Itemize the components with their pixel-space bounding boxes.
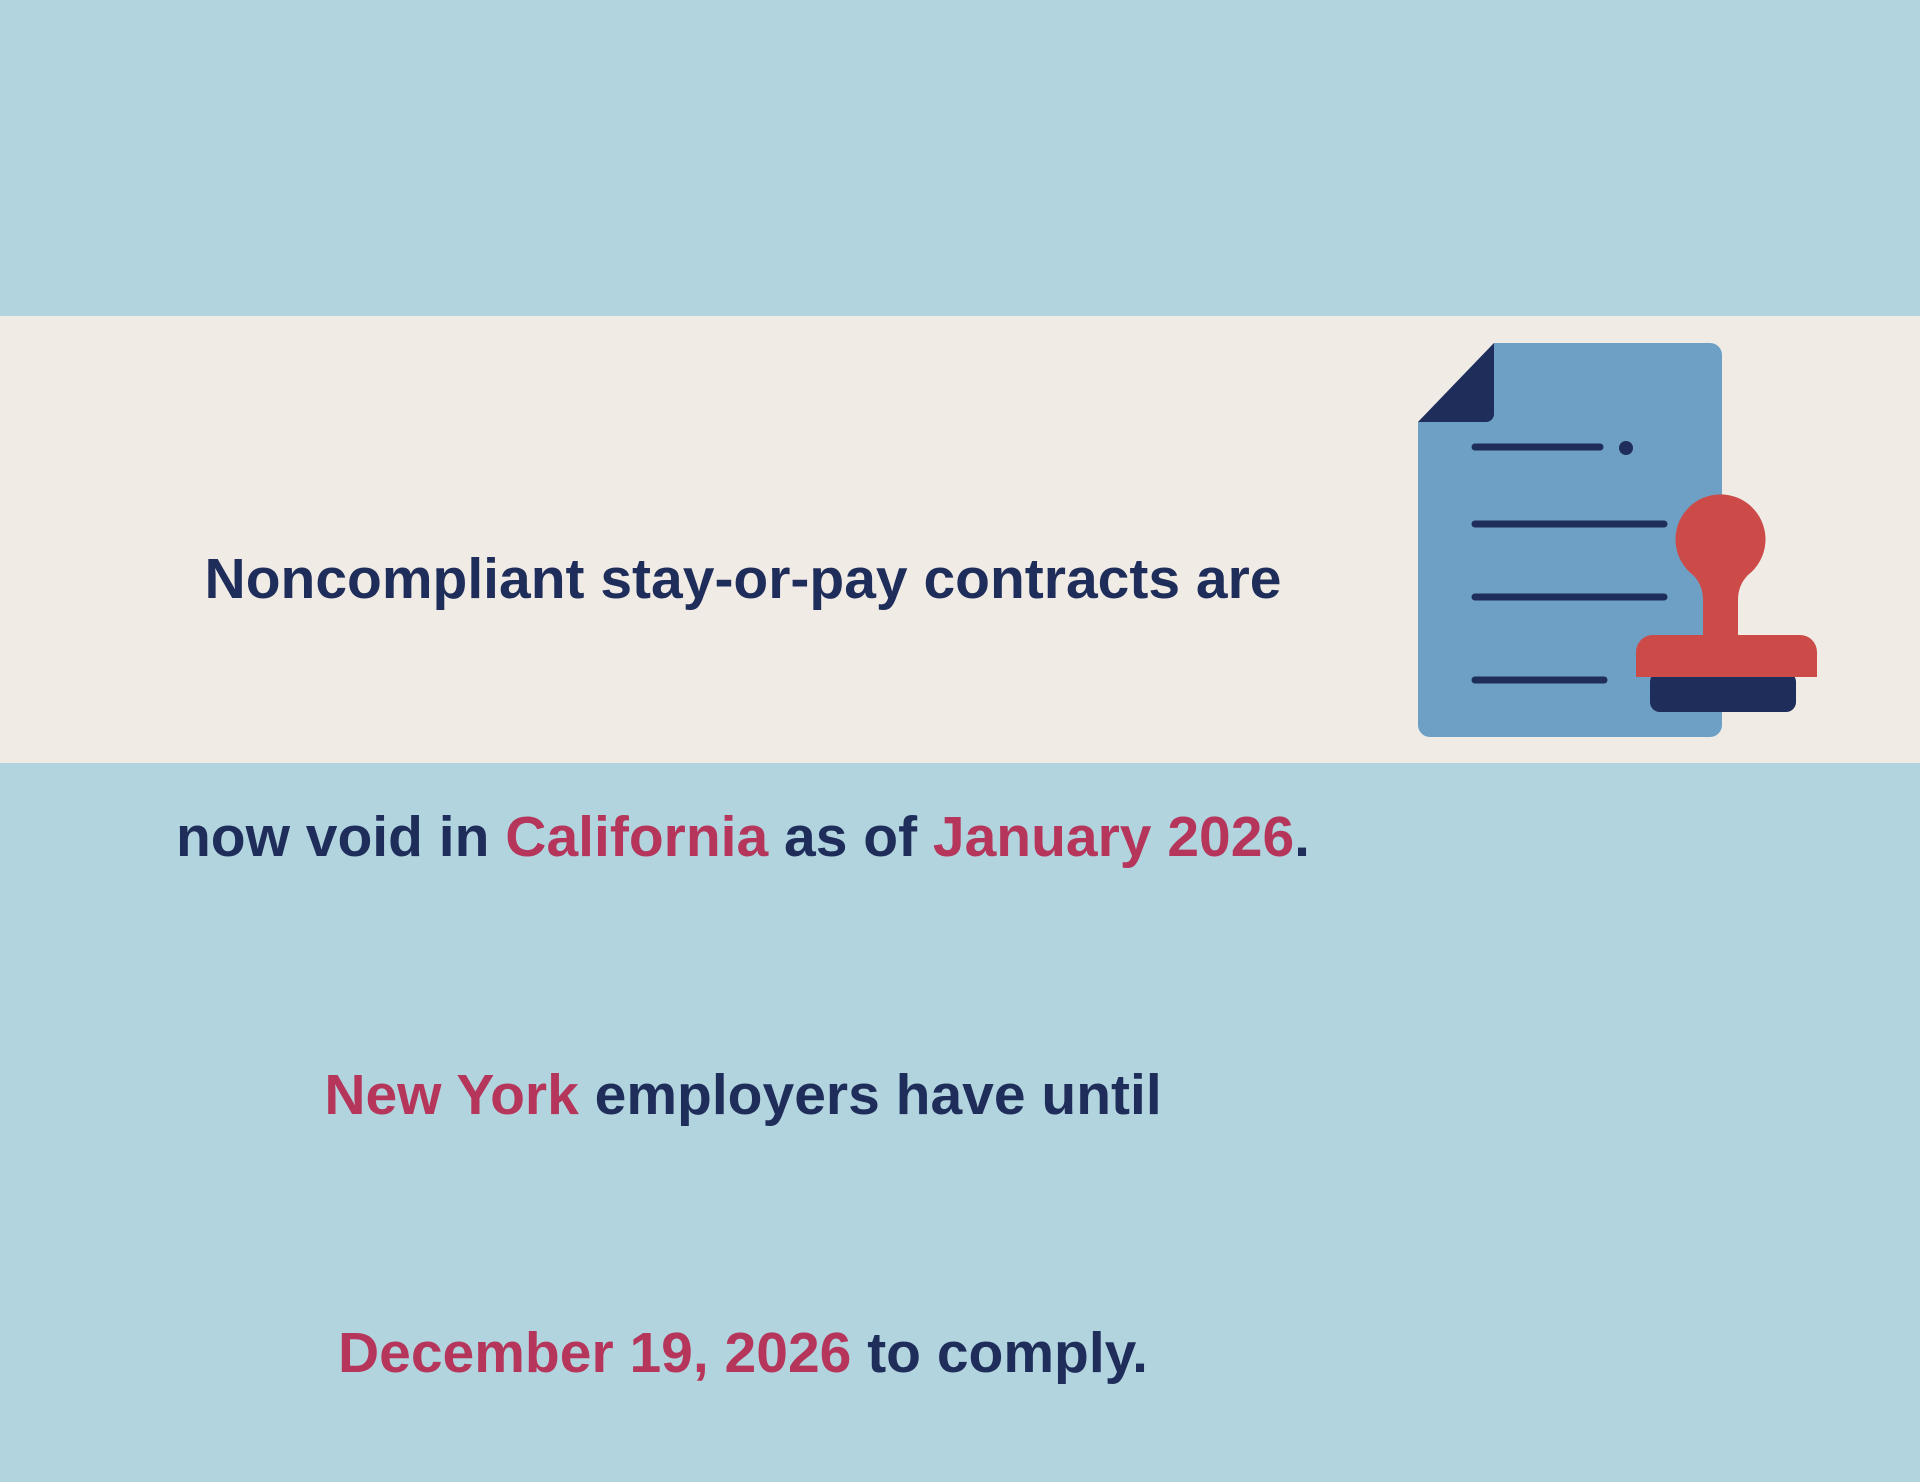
text: now void in <box>175 805 506 869</box>
dot <box>1619 441 1633 455</box>
document-stamp-icon <box>1418 343 1817 737</box>
page-fold <box>1418 343 1494 422</box>
highlight: California <box>505 805 769 869</box>
line: December 19, 2026 to comply. <box>60 1310 1426 1396</box>
stamp-handle <box>1675 494 1766 640</box>
line: now void in California as of January 202… <box>60 794 1426 880</box>
line: Noncompliant stay-or-pay contracts are <box>60 536 1426 622</box>
text: . <box>1294 805 1310 869</box>
highlight: December 19, 2026 <box>337 1321 852 1385</box>
stamp-base <box>1650 672 1796 712</box>
text: as of <box>768 805 933 869</box>
text: to comply. <box>851 1321 1148 1385</box>
stamp-plate <box>1636 635 1817 677</box>
text-lines <box>1471 443 1668 684</box>
text: Noncompliant stay-or-pay contracts are <box>204 547 1282 611</box>
page: Noncompliant stay-or-pay contracts are n… <box>0 316 1920 1385</box>
highlight: January 2026 <box>932 805 1295 869</box>
